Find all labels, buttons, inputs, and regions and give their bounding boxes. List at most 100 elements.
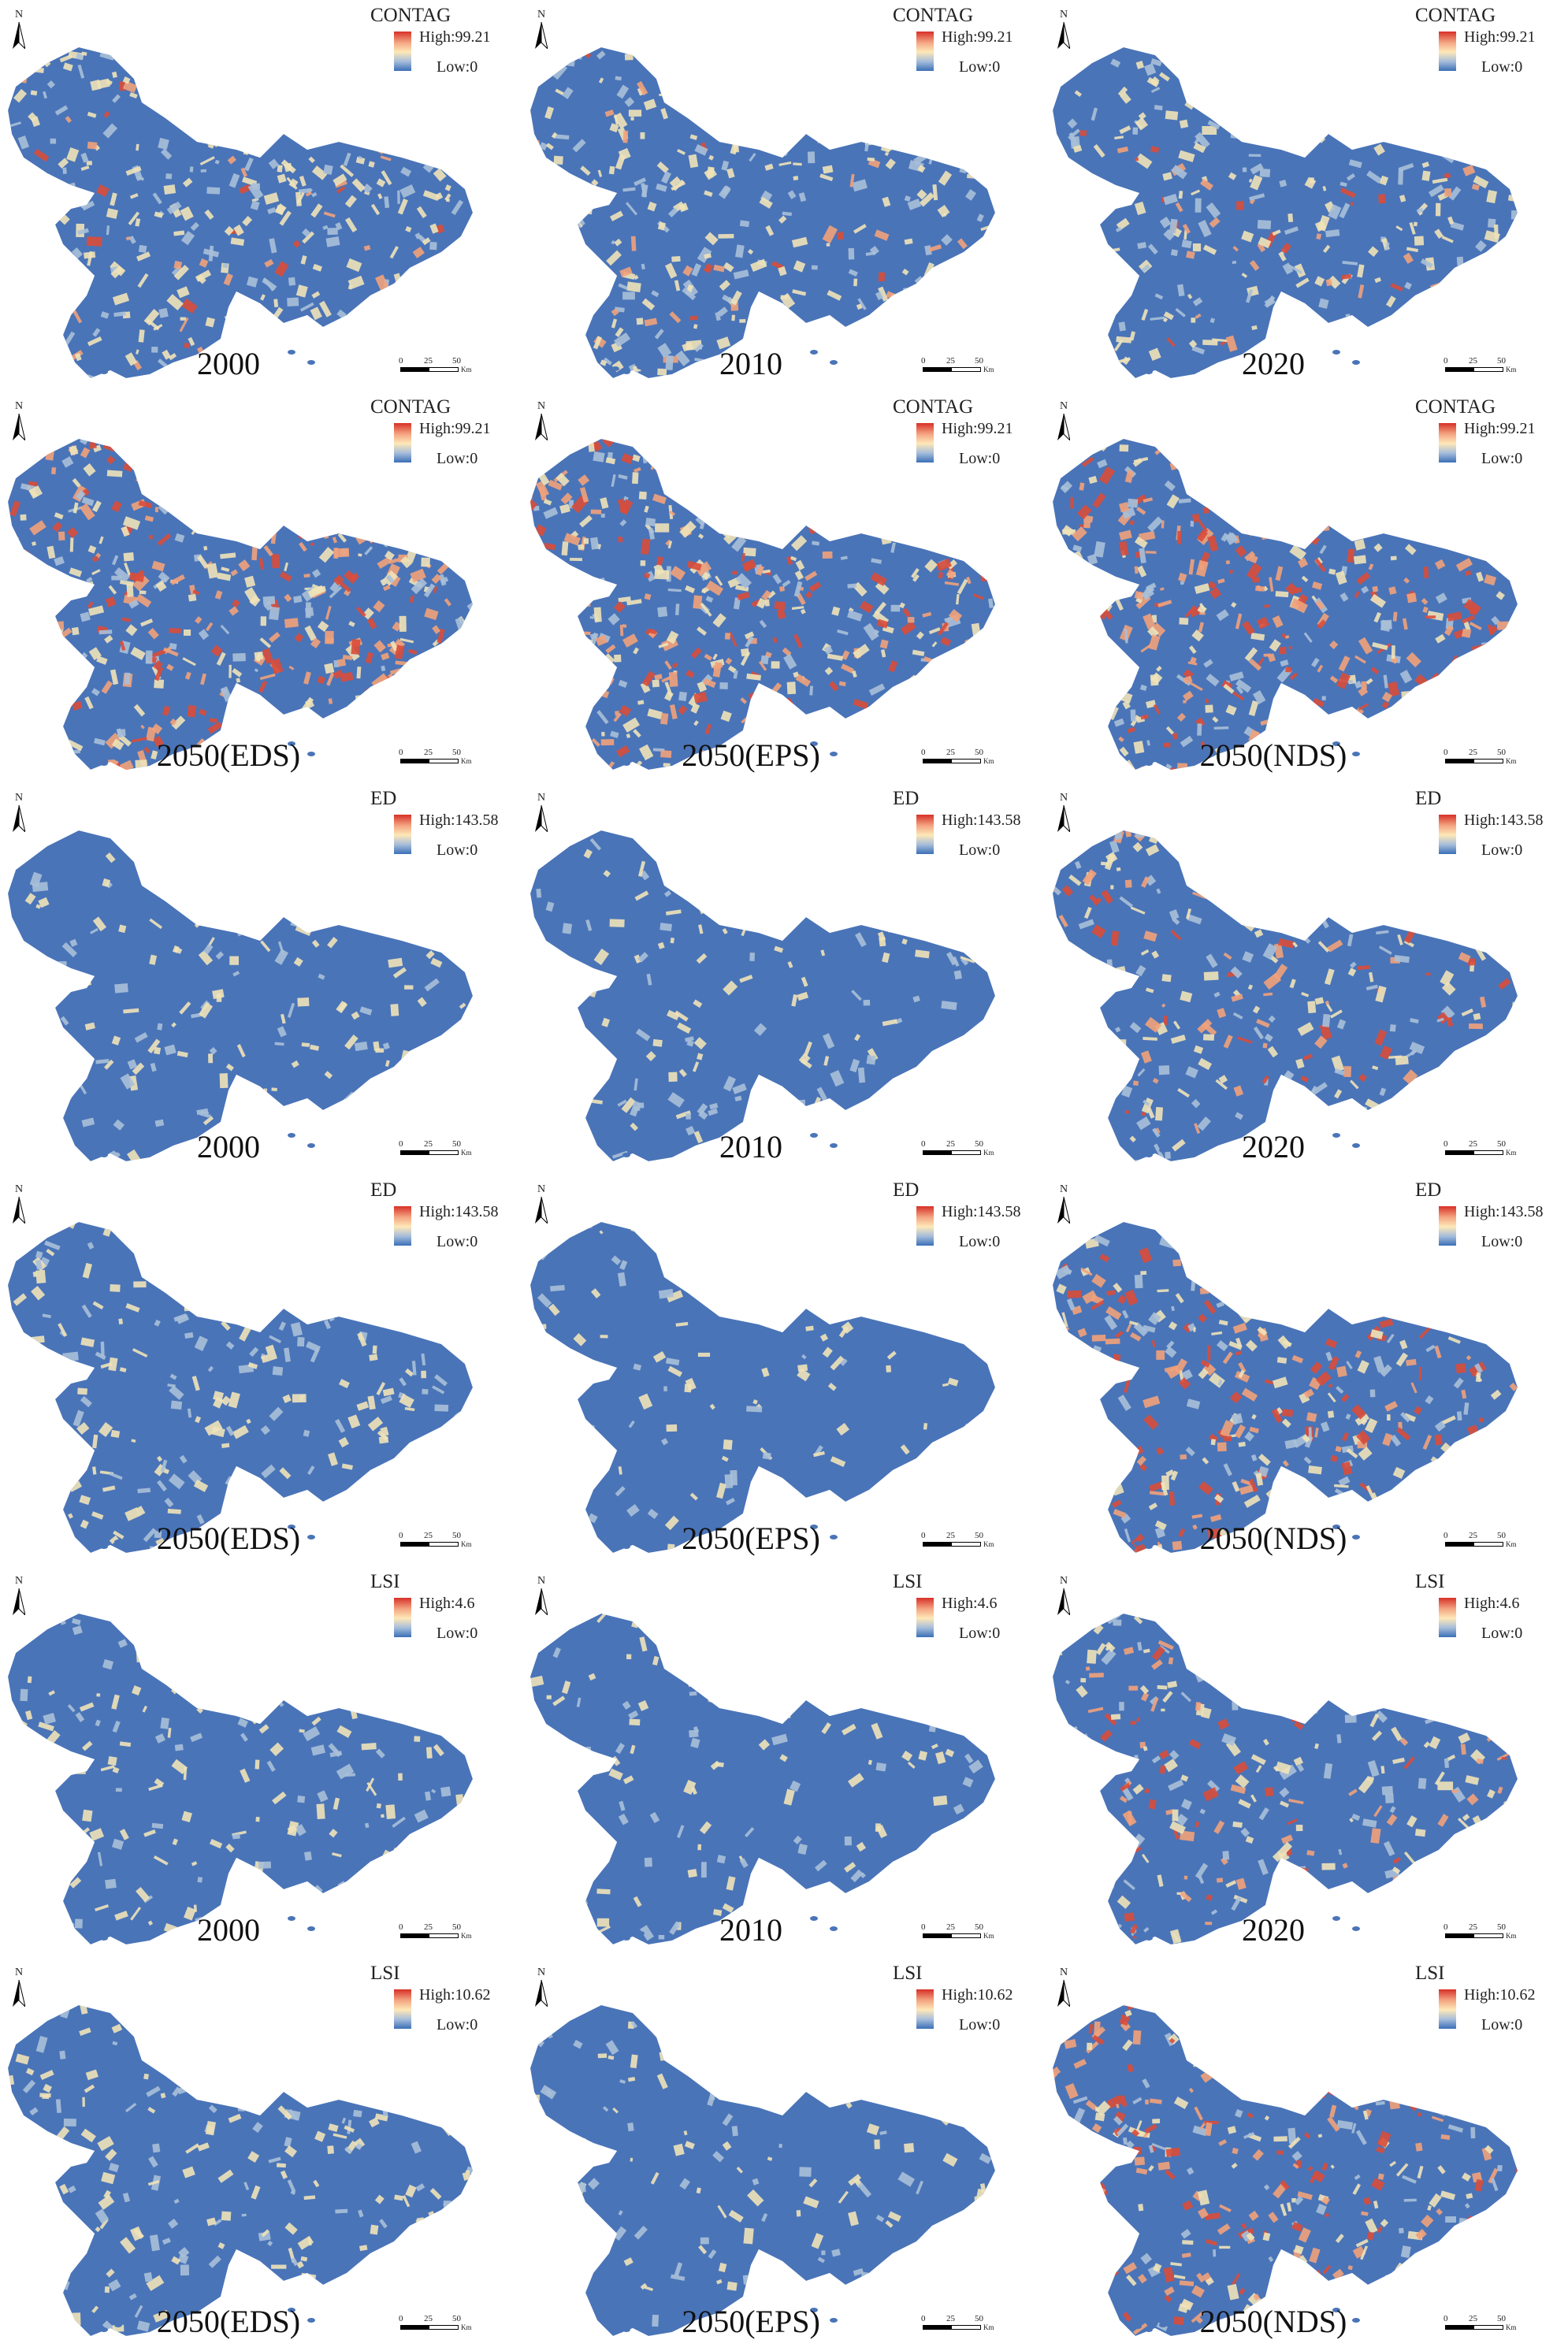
scale-ticks: 0 25 50 — [1444, 1922, 1506, 1932]
island — [1159, 365, 1167, 370]
scale-bar: 0 25 50 Km — [921, 748, 994, 771]
island — [1332, 1916, 1340, 1921]
island — [1145, 1544, 1153, 1549]
scale-bar-graphic — [1445, 2325, 1503, 2330]
region-map — [1053, 2005, 1518, 2336]
scale-ticks: 0 25 50 — [1444, 1531, 1506, 1540]
scale-ticks: 0 25 50 — [399, 1139, 461, 1149]
legend: LSI High:4.6 Low:0 — [1415, 1571, 1565, 1642]
island — [1145, 2327, 1153, 2332]
scale-bar: 0 25 50 Km — [921, 1139, 994, 1163]
year-label: 2050(EDS) — [156, 1521, 301, 1556]
scale-bar-graphic — [923, 1933, 981, 1938]
north-arrow-icon — [1057, 805, 1070, 832]
north-label: N — [1059, 400, 1068, 412]
legend-low-label: Low:0 — [437, 450, 478, 467]
north-label: N — [537, 400, 546, 412]
island — [1145, 761, 1153, 766]
map-panel-ed-2010: N ED High:143.58 Low:0 2010 0 25 50 Km — [522, 783, 1045, 1175]
year-label: 2050(EPS) — [682, 2304, 820, 2339]
scale-bar: 0 25 50 Km — [399, 1139, 472, 1163]
island — [810, 350, 818, 355]
legend-high-label: High:99.21 — [419, 28, 491, 46]
north-arrow-icon — [1057, 1588, 1070, 1615]
scale-bar-graphic — [923, 1150, 981, 1155]
legend-color-ramp — [916, 1598, 934, 1637]
scale-unit: Km — [1506, 757, 1517, 765]
island — [100, 1544, 108, 1549]
island — [1145, 370, 1153, 374]
island — [622, 761, 630, 766]
scale-bar: 0 25 50 Km — [921, 1922, 994, 1946]
island — [288, 1916, 295, 1921]
island — [1332, 741, 1340, 746]
legend: CONTAG High:99.21 Low:0 — [1415, 396, 1565, 467]
island — [622, 2327, 630, 2332]
legend: ED High:143.58 Low:0 — [893, 1179, 1042, 1250]
island — [307, 1143, 315, 1148]
legend-index-title: LSI — [370, 1963, 400, 1984]
scale-ticks: 0 25 50 — [1444, 1139, 1506, 1149]
region-map — [1053, 830, 1518, 1161]
island — [114, 1539, 122, 1544]
map-panel-lsi-2050eds: N LSI High:10.62 Low:0 2050(EDS) 0 25 50… — [0, 1958, 522, 2349]
north-label: N — [14, 400, 24, 412]
north-arrow-icon — [535, 1588, 548, 1615]
scale-unit: Km — [1506, 1540, 1517, 1548]
scale-bar: 0 25 50 Km — [399, 356, 472, 380]
north-arrow-icon — [13, 22, 25, 49]
scale-unit: Km — [983, 366, 994, 373]
scale-bar-graphic — [400, 759, 459, 763]
year-label: 2050(NDS) — [1199, 737, 1347, 773]
legend-high-label: High:4.6 — [419, 1595, 475, 1612]
north-arrow-icon — [1057, 1980, 1070, 2007]
scale-ticks: 0 25 50 — [921, 356, 983, 366]
legend-color-ramp — [916, 423, 934, 462]
legend: ED High:143.58 Low:0 — [1415, 788, 1565, 859]
region-map — [530, 830, 995, 1161]
island — [307, 1926, 315, 1931]
north-arrow-icon — [13, 1980, 25, 2007]
island — [89, 366, 97, 371]
island — [637, 2323, 645, 2327]
legend-high-label: High:4.6 — [942, 1595, 998, 1612]
island — [288, 350, 295, 355]
legend-index-title: CONTAG — [370, 396, 451, 418]
legend-low-label: Low:0 — [1481, 1625, 1523, 1642]
legend-color-ramp — [916, 1206, 934, 1246]
legend-low-label: Low:0 — [1481, 2016, 1523, 2033]
north-arrow: N — [533, 1967, 549, 2013]
scale-unit: Km — [461, 366, 472, 373]
north-arrow-icon — [13, 414, 25, 440]
scale-bar-graphic — [1445, 1542, 1503, 1547]
legend-high-label: High:10.62 — [942, 1986, 1013, 2004]
scale-ticks: 0 25 50 — [399, 2314, 461, 2323]
legend-low-label: Low:0 — [1481, 841, 1523, 859]
island — [611, 2324, 619, 2329]
legend: CONTAG High:99.21 Low:0 — [370, 396, 520, 467]
island — [810, 1916, 818, 1921]
island — [830, 1535, 838, 1539]
legend-high-label: High:143.58 — [1464, 812, 1544, 829]
island — [89, 1541, 97, 1546]
scale-bar-graphic — [400, 1150, 459, 1155]
legend-index-title: LSI — [370, 1571, 400, 1592]
region-base — [8, 2005, 473, 2336]
island — [100, 370, 108, 374]
island — [89, 2324, 97, 2329]
map-panel-contag-2050eps: N CONTAG High:99.21 Low:0 2050(EPS) 0 25… — [522, 392, 1045, 783]
island — [622, 370, 630, 374]
legend-high-label: High:99.21 — [1464, 420, 1536, 437]
island — [89, 758, 97, 763]
scale-bar-graphic — [400, 367, 459, 372]
legend-color-ramp — [916, 32, 934, 71]
legend-index-title: ED — [893, 1179, 920, 1201]
legend-color-ramp — [394, 1206, 411, 1246]
scale-unit: Km — [1506, 1932, 1517, 1940]
island — [611, 1933, 619, 1937]
legend: CONTAG High:99.21 Low:0 — [893, 5, 1042, 76]
island — [1134, 758, 1142, 763]
scale-unit: Km — [461, 1540, 472, 1548]
legend-index-title: CONTAG — [1415, 396, 1496, 418]
